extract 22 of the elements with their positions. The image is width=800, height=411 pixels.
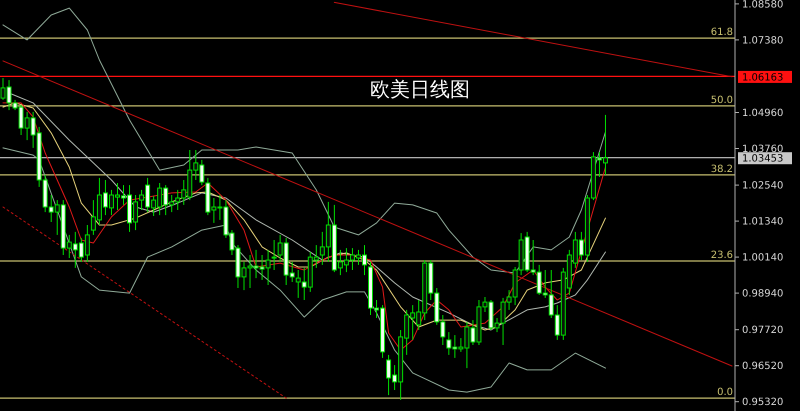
annotation: 38.2 bbox=[710, 164, 733, 175]
y-tick-label: 1.08580 bbox=[742, 0, 784, 10]
y-tick-label: 1.03760 bbox=[742, 144, 784, 155]
annotation: 0.0 bbox=[717, 387, 733, 398]
ref-line-label: 1.03453 bbox=[742, 154, 784, 165]
annotation: 23.6 bbox=[710, 250, 733, 261]
annotation: 50.0 bbox=[710, 94, 733, 106]
y-tick-label: 1.04960 bbox=[742, 108, 784, 119]
y-tick-label: 0.95320 bbox=[742, 397, 784, 408]
annotation: 61.8 bbox=[710, 27, 733, 38]
text: 欧美日线图 bbox=[370, 77, 470, 101]
y-tick-label: 1.00140 bbox=[742, 252, 784, 264]
y-tick-label: 0.98940 bbox=[742, 288, 784, 300]
line-series bbox=[2, 8, 606, 274]
y-tick-label: 0.96520 bbox=[742, 361, 784, 372]
y-tick-label: 1.07380 bbox=[742, 35, 784, 46]
y-tick-label: 0.97720 bbox=[742, 325, 784, 336]
candlestick bbox=[272, 240, 277, 270]
y-tick-label: 1.02540 bbox=[742, 180, 784, 192]
line-series bbox=[2, 147, 606, 393]
ref-line-label: 1.06163 bbox=[742, 72, 784, 84]
y-tick-label: 1.01340 bbox=[742, 216, 784, 228]
